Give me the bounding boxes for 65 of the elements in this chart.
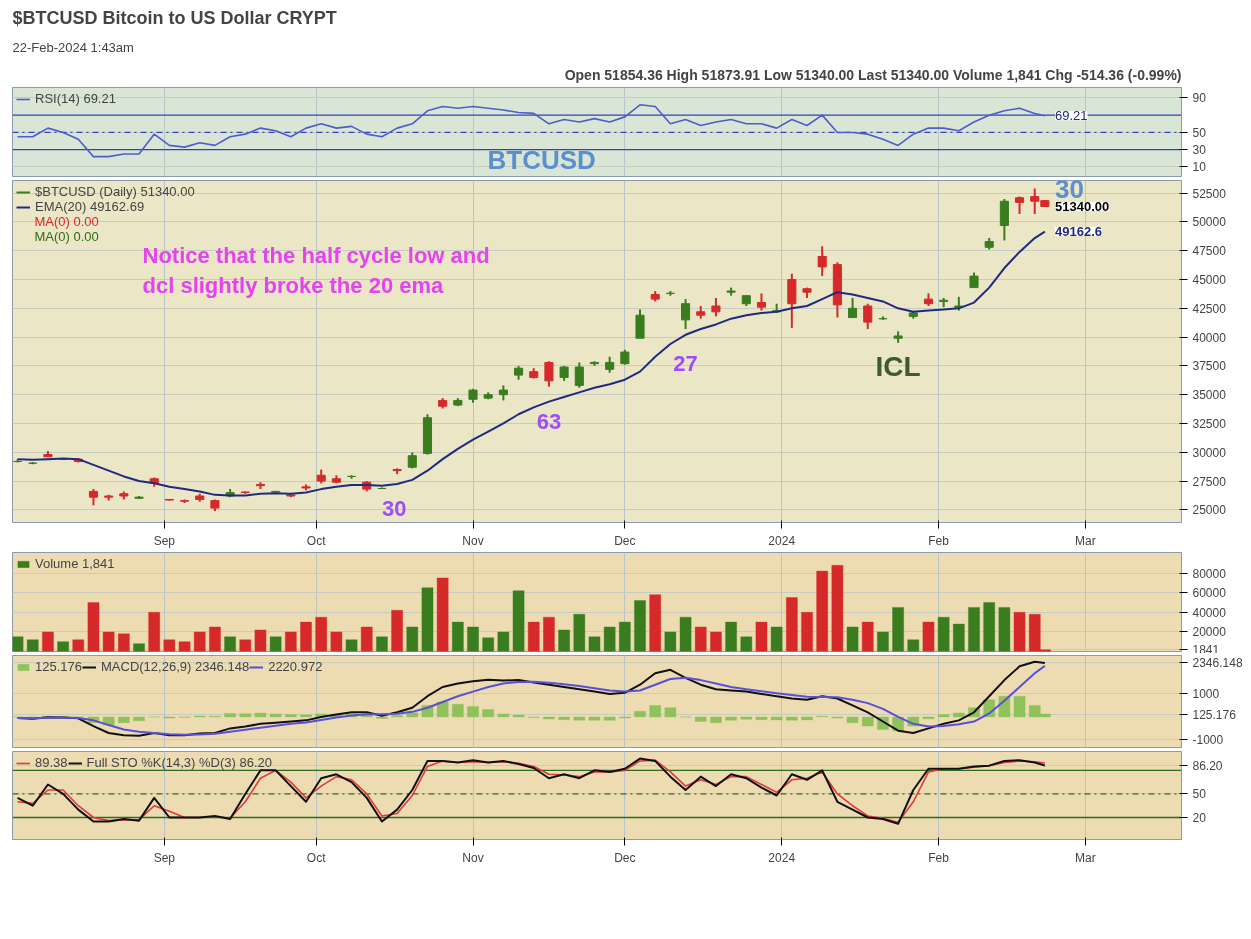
y-tick-label: 80000: [1192, 566, 1227, 581]
y-tick-label: 25000: [1192, 503, 1227, 518]
x-tick-label: Oct: [306, 850, 327, 865]
legend-label: MACD(12,26,9) 2346.148: [101, 659, 250, 674]
legend-label: $BTCUSD (Daily) 51340.00: [35, 184, 195, 199]
x-tick-label: 2024: [768, 850, 796, 865]
legend-label: RSI(14) 69.21: [35, 91, 116, 106]
legend-label: Volume 1,841: [35, 556, 115, 571]
y-tick-label: 40000: [1192, 605, 1227, 620]
annotation: MA(0) 0.00: [34, 214, 99, 229]
y-tick-label: 30000: [1192, 445, 1227, 460]
y-tick-label: 10: [1192, 160, 1207, 175]
y-tick-label: 50: [1192, 125, 1207, 140]
y-tick-label: 40000: [1192, 330, 1227, 345]
y-tick-label: 27500: [1192, 474, 1227, 489]
y-tick-label: 86.20: [1192, 758, 1223, 773]
x-tick-label: Sep: [153, 533, 176, 548]
y-tick-label: 37500: [1192, 359, 1227, 374]
x-tick-label: Mar: [1075, 850, 1096, 865]
y-tick-label: 50: [1192, 787, 1207, 802]
x-tick-label: Feb: [928, 533, 950, 548]
y-tick-label: 1841: [1192, 642, 1220, 657]
y-tick-label: 60000: [1192, 586, 1227, 601]
x-tick-label: Mar: [1075, 533, 1096, 548]
x-tick-label: Dec: [614, 850, 636, 865]
annotation: Notice that the half cycle low and dcl slightly broke the 20 ema: [142, 243, 490, 298]
x-tick-label: Nov: [462, 850, 484, 865]
annotation: 30: [381, 496, 407, 522]
chart-subtitle: 22-Feb-2024 1:43am: [12, 39, 134, 55]
y-tick-label: 20: [1192, 811, 1207, 825]
y-tick-label: 42500: [1192, 301, 1227, 316]
annotation: BTCUSD: [487, 144, 596, 175]
x-tick-label: Oct: [306, 533, 327, 548]
y-tick-label: 32500: [1192, 416, 1227, 431]
x-tick-label: 2024: [768, 533, 796, 548]
x-tick-label: Nov: [462, 533, 484, 548]
legend-label: Full STO %K(14,3) %D(3) 86.20: [86, 755, 272, 770]
legend-label: 89.38: [35, 755, 68, 770]
annotation: 51340.00: [1054, 199, 1110, 215]
x-tick-label: Sep: [153, 850, 176, 865]
text: Open 51854.36 High 51873.91 Low 51340.00 Last 51340.00 Volume 1,841 Chg -514.36 (-0.99%): [564, 66, 1182, 83]
y-tick-label: 35000: [1192, 388, 1227, 403]
legend-label: 125.176: [35, 659, 82, 674]
y-tick-label: 125.176: [1192, 707, 1237, 722]
y-tick-label: 2346.148: [1192, 656, 1243, 671]
y-tick-label: 1000: [1192, 687, 1220, 702]
y-tick-label: 52500: [1192, 186, 1227, 201]
y-tick-label: 30: [1192, 143, 1207, 158]
y-tick-label: 45000: [1192, 273, 1227, 288]
legend-label: EMA(20) 49162.69: [35, 199, 145, 214]
annotation: 63: [536, 408, 562, 434]
y-tick-label: -1000: [1192, 733, 1224, 748]
y-tick-label: 47500: [1192, 244, 1227, 259]
y-tick-label: 50000: [1192, 215, 1227, 230]
x-tick-label: Feb: [928, 850, 950, 865]
annotation: MA(0) 0.00: [34, 229, 99, 244]
y-tick-label: 20000: [1192, 625, 1227, 640]
annotation: 49162.6: [1054, 224, 1102, 240]
chart-title: $BTCUSD Bitcoin to US Dollar CRYPT: [12, 7, 337, 28]
x-tick-label: Dec: [614, 533, 636, 548]
legend-label: 2220.972: [268, 659, 323, 674]
y-tick-label: 90: [1192, 91, 1207, 106]
annotation: ICL: [875, 351, 921, 383]
annotation: 69.21: [1054, 108, 1088, 124]
annotation: 27: [673, 351, 698, 377]
